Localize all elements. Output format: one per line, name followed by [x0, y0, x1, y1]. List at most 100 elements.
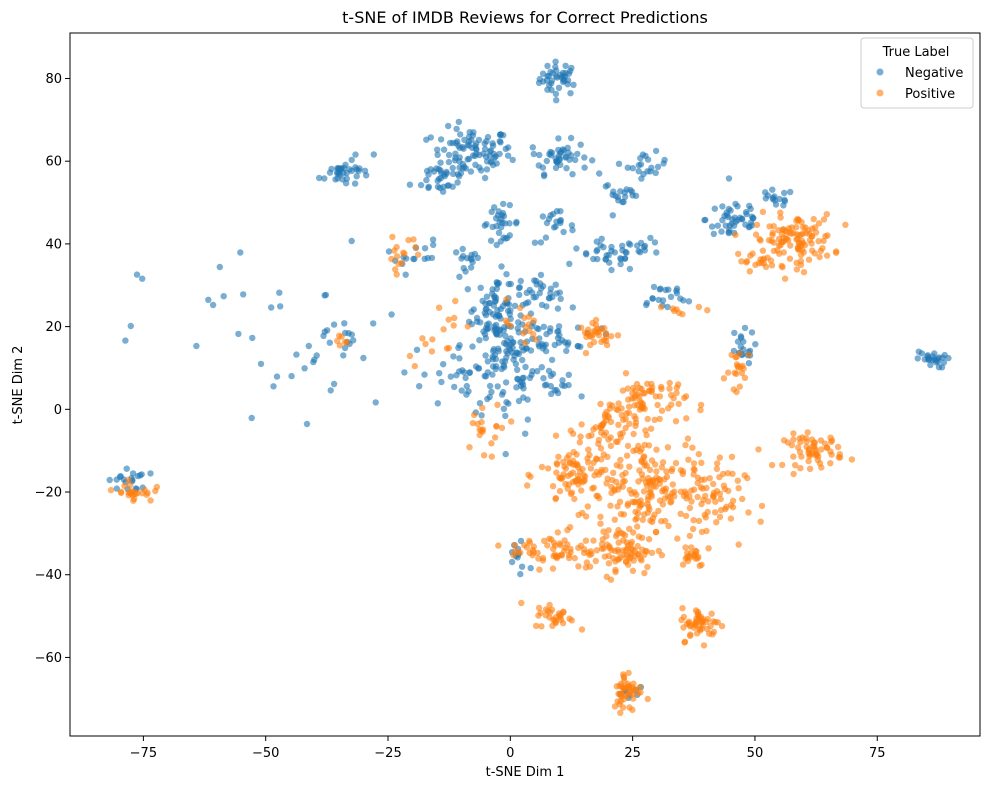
data-point-negative [562, 154, 569, 161]
data-point-positive [549, 565, 557, 572]
data-point-negative [485, 325, 492, 332]
data-point-negative [322, 291, 330, 299]
x-tick-label: −75 [130, 746, 157, 761]
data-point-positive [526, 537, 533, 545]
data-point-negative [451, 383, 458, 391]
data-point-negative [537, 239, 545, 246]
data-point-negative [732, 200, 739, 208]
data-point-negative [565, 149, 572, 156]
data-point-negative [502, 412, 509, 420]
data-point-positive [565, 452, 573, 459]
data-point-negative [635, 247, 642, 255]
data-point-negative [563, 347, 570, 355]
data-point-negative [410, 255, 417, 263]
data-point-negative [475, 136, 483, 144]
data-point-negative [554, 305, 562, 312]
data-point-positive [617, 709, 624, 716]
data-point-positive [694, 611, 701, 618]
data-point-negative [941, 351, 948, 359]
data-point-positive [445, 316, 452, 323]
data-point-negative [552, 58, 559, 65]
data-point-positive [628, 551, 635, 558]
data-point-positive [728, 453, 736, 460]
data-point-negative [530, 150, 537, 158]
data-point-negative [437, 136, 445, 143]
data-point-negative [540, 172, 548, 180]
data-point-negative [781, 189, 788, 197]
data-point-positive [686, 504, 694, 512]
data-point-positive [679, 470, 686, 478]
data-point-positive [592, 316, 600, 324]
data-point-positive [571, 554, 578, 562]
data-point-negative [463, 382, 470, 390]
data-point-positive [703, 618, 710, 625]
data-point-positive [622, 415, 629, 423]
data-point-positive [684, 435, 692, 442]
data-point-negative [594, 246, 601, 254]
data-point-negative [321, 175, 328, 182]
data-point-negative [459, 245, 466, 253]
data-point-negative [531, 239, 539, 246]
data-point-positive [579, 466, 586, 473]
data-point-positive [414, 251, 422, 258]
data-point-positive [521, 314, 528, 322]
data-point-positive [652, 393, 659, 400]
data-point-positive [728, 351, 735, 359]
data-point-negative [488, 388, 495, 396]
data-point-negative [489, 290, 496, 297]
data-point-positive [716, 454, 723, 461]
data-point-positive [619, 478, 627, 485]
data-point-positive [700, 496, 707, 504]
data-point-negative [425, 171, 432, 178]
data-point-positive [809, 225, 816, 232]
data-point-positive [690, 517, 697, 524]
legend-label-positive: Positive [905, 87, 955, 102]
data-point-negative [547, 382, 554, 390]
data-point-negative [313, 352, 320, 359]
data-point-negative [925, 355, 933, 362]
data-point-negative [661, 156, 668, 164]
data-point-positive [567, 545, 574, 553]
data-point-negative [581, 164, 588, 171]
data-point-positive [538, 463, 546, 471]
data-point-positive [658, 407, 666, 414]
data-point-positive [798, 237, 806, 245]
data-point-positive [834, 443, 842, 451]
data-point-positive [617, 510, 625, 518]
data-point-negative [545, 367, 553, 375]
data-point-negative [249, 334, 256, 342]
data-point-positive [746, 268, 753, 275]
data-point-positive [597, 520, 604, 527]
data-point-positive [578, 421, 585, 428]
data-point-positive [480, 452, 488, 459]
data-point-negative [402, 271, 409, 278]
data-point-negative [480, 328, 487, 335]
data-point-positive [799, 230, 806, 237]
data-point-positive [695, 517, 703, 525]
data-point-positive [702, 514, 709, 521]
data-point-positive [603, 533, 610, 540]
data-point-positive [613, 478, 620, 486]
data-point-negative [436, 175, 443, 182]
data-point-positive [842, 221, 849, 228]
data-point-negative [552, 63, 559, 71]
data-point-positive [733, 353, 740, 361]
data-point-negative [437, 159, 444, 166]
data-point-positive [732, 231, 739, 239]
data-point-negative [659, 297, 667, 304]
data-point-positive [494, 401, 501, 408]
data-point-negative [303, 420, 311, 428]
data-point-negative [476, 164, 483, 171]
data-point-positive [666, 385, 673, 392]
data-point-negative [543, 157, 550, 165]
data-point-positive [711, 509, 719, 516]
data-point-positive [682, 393, 690, 400]
data-point-positive [734, 477, 741, 484]
data-point-negative [514, 366, 521, 373]
data-point-positive [643, 431, 650, 439]
data-point-positive [648, 491, 655, 498]
data-point-negative [559, 377, 566, 384]
data-point-positive [558, 552, 566, 559]
data-point-negative [440, 146, 448, 153]
